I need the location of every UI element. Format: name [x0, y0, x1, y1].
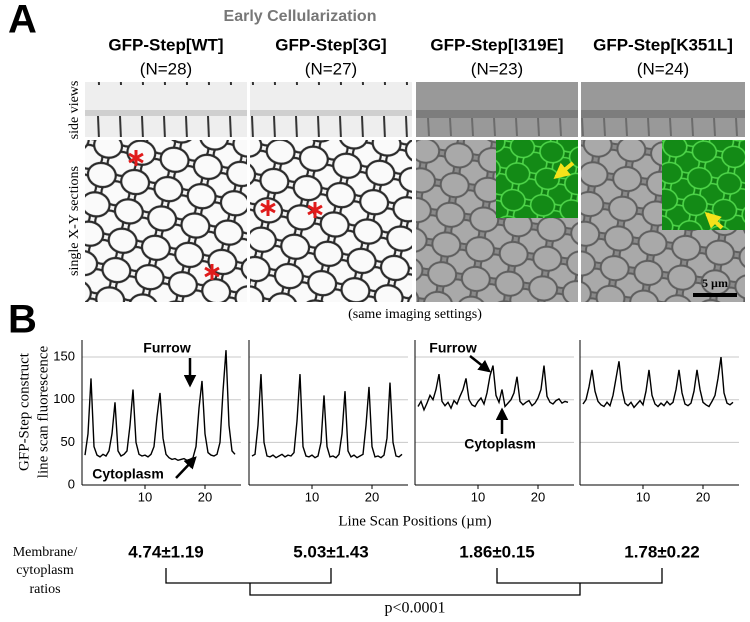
p-value: p<0.0001 — [384, 600, 445, 617]
ratios-label: cytoplasm — [16, 563, 74, 578]
row-label: single X-Y sections — [67, 166, 82, 276]
x-axis-label: Line Scan Positions (µm) — [338, 513, 491, 529]
line-series — [251, 374, 403, 459]
ratios-label: Membrane/ — [13, 545, 78, 560]
side-view-image — [85, 82, 247, 137]
annotation: Furrow — [429, 340, 477, 356]
column-n: (N=27) — [305, 59, 357, 78]
x-tick-label: 20 — [365, 489, 379, 504]
section-image — [250, 140, 412, 302]
ratio-value: 1.86±0.15 — [459, 542, 535, 561]
y-tick-label: 0 — [68, 476, 75, 491]
annotation: Furrow — [143, 340, 191, 356]
line-series — [84, 350, 236, 462]
green-inset — [662, 140, 745, 230]
y-tick-label: 50 — [61, 434, 75, 449]
panel-label: B — [8, 298, 37, 342]
annotation: Cytoplasm — [92, 466, 164, 482]
ratio-value: 4.74±1.19 — [128, 542, 204, 561]
y-tick-label: 150 — [53, 348, 75, 363]
panel-title: Early Cellularization — [224, 8, 377, 25]
side-view-image — [581, 82, 745, 137]
column-title: GFP-Step[WT] — [108, 35, 223, 54]
x-tick-label: 10 — [636, 489, 650, 504]
section-image — [85, 140, 247, 302]
scale-bar-label: 5 µm — [702, 276, 728, 290]
column-n: (N=28) — [140, 59, 192, 78]
column-n: (N=24) — [637, 59, 689, 78]
line-series — [582, 357, 734, 409]
row-label: side views — [67, 81, 82, 140]
asterisks — [128, 150, 323, 280]
column-title: GFP-Step[K351L] — [593, 35, 733, 54]
side-view-image — [250, 82, 412, 137]
x-tick-label: 20 — [198, 489, 212, 504]
yellow-arrow — [553, 161, 575, 180]
column-title: GFP-Step[3G] — [275, 35, 386, 54]
annotation-arrow — [175, 456, 197, 479]
side-view-image — [416, 82, 578, 137]
line-series — [417, 365, 569, 412]
x-tick-label: 20 — [531, 489, 545, 504]
ratio-value: 1.78±0.22 — [624, 542, 700, 561]
column-n: (N=23) — [471, 59, 523, 78]
yellow-arrow — [704, 211, 724, 230]
column-title: GFP-Step[I319E] — [430, 35, 563, 54]
y-tick-label: 100 — [53, 391, 75, 406]
micrographs — [85, 82, 745, 302]
ratio-value: 5.03±1.43 — [293, 542, 369, 561]
y-axis-label: line scan fluorescence — [35, 345, 51, 478]
annotation-arrow — [469, 355, 491, 373]
y-axis-label: GFP-Step construct — [16, 352, 32, 471]
green-inset — [496, 140, 578, 218]
x-tick-label: 10 — [471, 489, 485, 504]
ratios-label: ratios — [29, 582, 60, 597]
annotation: Cytoplasm — [464, 436, 536, 452]
panel-label: A — [8, 0, 37, 42]
note: (same imaging settings) — [348, 307, 482, 322]
x-tick-label: 10 — [305, 489, 319, 504]
x-tick-label: 10 — [138, 489, 152, 504]
brackets — [165, 568, 663, 596]
x-tick-label: 20 — [696, 489, 710, 504]
